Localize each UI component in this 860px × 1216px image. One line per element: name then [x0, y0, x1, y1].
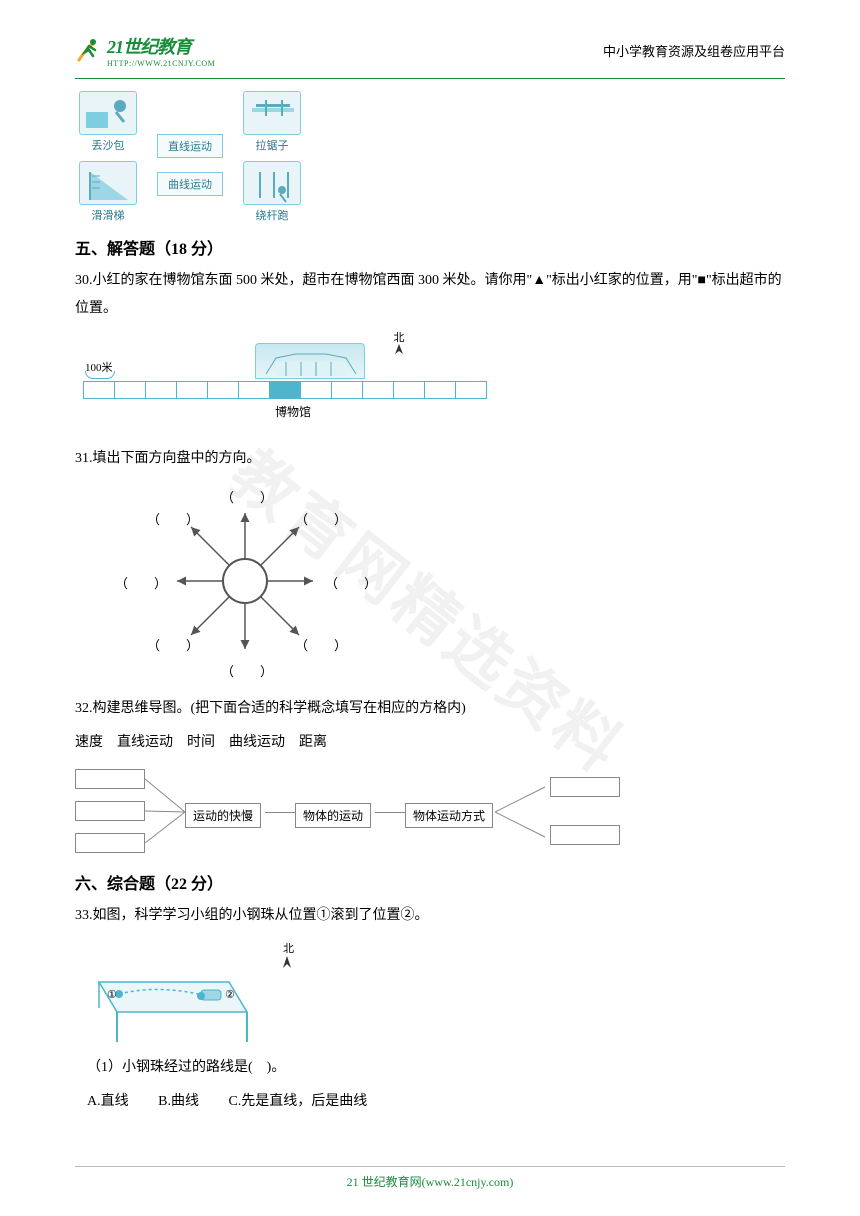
ruler-cell	[270, 382, 301, 398]
ruler-cell	[177, 382, 208, 398]
blank-paren: （ ）	[221, 487, 273, 506]
activity-image	[243, 161, 301, 205]
activity-label: 绕杆跑	[256, 207, 289, 223]
blank-paren: （ ）	[147, 509, 199, 528]
blank-paren: （ ）	[115, 573, 167, 592]
q30-text: 30.小红的家在博物馆东面 500 米处，超市在博物馆西面 300 米处。请你用…	[75, 267, 785, 323]
motion-option-box: 曲线运动	[157, 172, 223, 196]
blank-paren: （ ）	[325, 573, 377, 592]
q30-figure: 北 100米 博物馆	[75, 331, 495, 431]
ruler-cell	[456, 382, 486, 398]
q31-figure: （ ） （ ） （ ） （ ） （ ） （ ） （ ） （ ）	[115, 481, 375, 681]
museum-illustration	[255, 343, 365, 379]
ruler-cell	[84, 382, 115, 398]
blank-paren: （ ）	[295, 509, 347, 528]
activity-matching-figure: 丢沙包 滑滑梯 直线运动 曲线运动 拉锯子	[75, 91, 785, 223]
mm-blank	[75, 769, 145, 789]
activity-image	[243, 91, 301, 135]
ruler-cell	[332, 382, 363, 398]
motion-option-box: 直线运动	[157, 134, 223, 158]
mm-box: 运动的快慢	[185, 803, 261, 828]
ruler-cell	[363, 382, 394, 398]
page-footer: 21 世纪教育网(www.21cnjy.com)	[75, 1166, 785, 1190]
q32-figure: 运动的快慢 物体的运动 物体运动方式	[75, 765, 635, 860]
header-rule	[75, 78, 785, 79]
activity-label: 丢沙包	[92, 137, 125, 153]
activity-image	[79, 91, 137, 135]
mm-box: 物体的运动	[295, 803, 371, 828]
q31-text: 31.填出下面方向盘中的方向。	[75, 445, 785, 473]
activity-image	[79, 161, 137, 205]
runner-icon	[75, 36, 103, 64]
north-label: 北	[283, 942, 294, 955]
mm-blank	[550, 825, 620, 845]
ruler-cell	[425, 382, 456, 398]
q33-figure: 北 ① ②	[79, 938, 339, 1048]
ruler-cell	[115, 382, 146, 398]
logo-text-url: HTTP://WWW.21CNJY.COM	[107, 59, 215, 68]
blank-paren: （ ）	[221, 661, 273, 680]
ruler-bar	[83, 381, 487, 399]
ruler-cell	[146, 382, 177, 398]
q32-terms: 速度 直线运动 时间 曲线运动 距离	[75, 729, 785, 757]
ruler-cell	[394, 382, 425, 398]
activity-label: 滑滑梯	[92, 207, 125, 223]
activity-label: 拉锯子	[256, 137, 289, 153]
q33-sub1: （1）小钢珠经过的路线是( )。	[87, 1054, 785, 1082]
q33-text: 33.如图，科学学习小组的小钢珠从位置①滚到了位置②。	[75, 902, 785, 930]
page-header: 21世纪教育 HTTP://WWW.21CNJY.COM 中小学教育资源及组卷应…	[75, 30, 785, 70]
ruler-cell	[208, 382, 239, 398]
scale-arc	[85, 371, 115, 379]
svg-text:①: ①	[107, 989, 117, 1001]
ruler-cell	[301, 382, 332, 398]
option-b: B.曲线	[158, 1094, 199, 1109]
header-subtitle: 中小学教育资源及组卷应用平台	[603, 41, 785, 60]
mm-blank	[550, 777, 620, 797]
logo-text-main: 21世纪教育	[107, 33, 215, 59]
blank-paren: （ ）	[147, 635, 199, 654]
section-5-heading: 五、解答题（18 分）	[75, 235, 785, 259]
mm-blank	[75, 833, 145, 853]
section-6-heading: 六、综合题（22 分）	[75, 870, 785, 894]
mm-box: 物体运动方式	[405, 803, 493, 828]
ruler-cell	[239, 382, 270, 398]
blank-paren: （ ）	[295, 635, 347, 654]
mm-blank	[75, 801, 145, 821]
q33-options: A.直线 B.曲线 C.先是直线，后是曲线	[87, 1088, 785, 1116]
option-c: C.先是直线，后是曲线	[228, 1094, 367, 1109]
option-a: A.直线	[87, 1094, 129, 1109]
q32-text: 32.构建思维导图。(把下面合适的科学概念填写在相应的方格内)	[75, 695, 785, 723]
logo: 21世纪教育 HTTP://WWW.21CNJY.COM	[75, 33, 215, 68]
museum-label: 博物馆	[275, 403, 311, 420]
svg-text:②: ②	[225, 989, 235, 1001]
north-indicator: 北	[393, 333, 405, 361]
